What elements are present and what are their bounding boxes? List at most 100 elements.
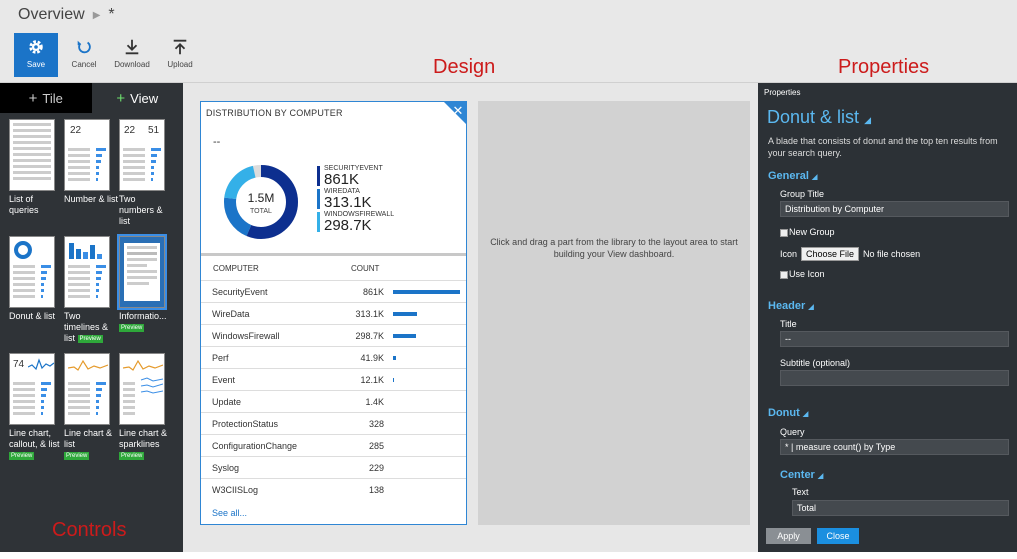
use-icon-checkbox[interactable]: Use Icon <box>780 269 825 279</box>
tile-label: Line chart, callout, & list Preview <box>9 428 60 460</box>
section-general[interactable]: General ◢ <box>768 170 818 182</box>
table-header: COMPUTER COUNT <box>213 264 463 273</box>
preview-badge: Preview <box>119 451 145 460</box>
row-count: 229 <box>368 462 384 473</box>
tile-line-chart-callout-list[interactable]: 74 Line chart, callout, & list Preview <box>9 353 64 464</box>
legend-value: 861K <box>324 171 360 188</box>
row-count: 298.7K <box>355 330 384 341</box>
tab-view-label: View <box>130 90 159 106</box>
tile-line-chart-and-list[interactable]: Line chart & list Preview <box>64 353 119 464</box>
bar-chart-icon <box>69 243 102 259</box>
cancel-button[interactable]: Cancel <box>62 33 106 77</box>
table-row[interactable]: SecurityEvent 861K <box>201 280 466 302</box>
upload-icon <box>173 39 187 55</box>
upload-label: Upload <box>167 60 193 69</box>
subtitle-label: Subtitle (optional) <box>780 358 851 368</box>
caret-icon: ◢ <box>802 411 809 418</box>
section-header[interactable]: Header ◢ <box>768 300 814 312</box>
upload-button[interactable]: Upload <box>158 33 202 77</box>
tile-number: 22 <box>124 125 136 136</box>
table-row[interactable]: WindowsFirewall 298.7K <box>201 324 466 346</box>
header-title-field[interactable]: -- <box>780 331 1009 347</box>
section-donut[interactable]: Donut ◢ <box>768 407 809 419</box>
design-label: Design <box>433 56 496 78</box>
tile-thumbnail <box>9 119 55 191</box>
tile-label: Number & list <box>64 194 119 204</box>
row-computer-name: SecurityEvent <box>212 286 268 297</box>
subtitle-field[interactable] <box>780 370 1009 386</box>
row-count: 285 <box>368 440 384 451</box>
apply-button[interactable]: Apply <box>766 528 811 544</box>
tab-tile[interactable]: + Tile <box>0 83 92 113</box>
tile-label: Two numbers & list <box>119 194 163 226</box>
caret-icon: ◢ <box>808 304 814 311</box>
caret-icon: ◢ <box>812 174 818 181</box>
table-row[interactable]: Syslog 229 <box>201 456 466 478</box>
tile-line-chart-and-sparklines[interactable]: Line chart & sparklines Preview <box>119 353 174 464</box>
row-computer-name: Perf <box>212 352 229 363</box>
no-file-text: No file chosen <box>863 249 921 259</box>
icon-row: Icon Choose File No file chosen <box>780 247 920 261</box>
table-row[interactable]: Update 1.4K <box>201 390 466 412</box>
row-count-bar <box>393 377 394 382</box>
tile-number-and-list[interactable]: 22 Number & list <box>64 119 119 230</box>
row-count: 41.9K <box>360 352 384 363</box>
save-button[interactable]: Save <box>14 33 58 77</box>
plus-icon: + <box>116 89 126 107</box>
row-computer-name: WindowsFirewall <box>212 330 280 341</box>
table-row[interactable]: Perf 41.9K <box>201 346 466 368</box>
close-icon[interactable]: ✕ <box>444 102 466 124</box>
preview-badge: Preview <box>64 451 90 460</box>
row-count: 1.4K <box>365 396 384 407</box>
tile-list-of-queries[interactable]: List of queries <box>9 119 64 230</box>
table-row[interactable]: ConfigurationChange 285 <box>201 434 466 456</box>
row-computer-name: W3CIISLog <box>212 484 259 495</box>
caret-icon: ◢ <box>864 115 871 125</box>
tile-two-timelines-and-list[interactable]: Two timelines & list Preview <box>64 236 119 347</box>
table-row[interactable]: Event 12.1K <box>201 368 466 390</box>
table-row[interactable]: WireData 313.1K <box>201 302 466 324</box>
table-row[interactable]: W3CIISLog 138 <box>201 478 466 500</box>
donut-segment <box>224 165 298 239</box>
tile-thumbnail: 22 <box>64 119 110 191</box>
section-center[interactable]: Center ◢ <box>780 469 824 481</box>
card-title: DISTRIBUTION BY COMPUTER <box>206 108 343 118</box>
tile-donut-and-list[interactable]: Donut & list <box>9 236 64 347</box>
see-all-link[interactable]: See all... <box>212 508 248 518</box>
breadcrumb-overview[interactable]: Overview <box>18 6 85 23</box>
caret-icon: ◢ <box>817 473 824 480</box>
choose-file-button[interactable]: Choose File <box>801 247 860 261</box>
group-title-field[interactable]: Distribution by Computer <box>780 201 1009 217</box>
controls-panel: + Tile + View List of queries 22 Number & … <box>0 83 183 552</box>
donut-icon <box>14 241 32 259</box>
tile-gallery: List of queries 22 Number & list 22 51 T… <box>9 119 174 464</box>
toolbar: Save Cancel Download Upload <box>14 33 202 77</box>
properties-header: Properties <box>764 88 801 97</box>
tab-view[interactable]: + View <box>92 83 184 113</box>
controls-label: Controls <box>52 519 127 541</box>
icon-label: Icon <box>780 249 798 259</box>
donut-list-card[interactable]: ✕ DISTRIBUTION BY COMPUTER -- 1.5M TOTAL… <box>200 101 467 525</box>
design-canvas: ✕ DISTRIBUTION BY COMPUTER -- 1.5M TOTAL… <box>183 83 758 552</box>
new-group-checkbox[interactable]: New Group <box>780 227 835 237</box>
tile-two-numbers-and-list[interactable]: 22 51 Two numbers & list <box>119 119 174 230</box>
row-computer-name: ProtectionStatus <box>212 418 279 429</box>
tile-label: List of queries <box>9 194 39 215</box>
close-button[interactable]: Close <box>817 528 859 544</box>
center-text-field[interactable]: Total <box>792 500 1009 516</box>
tile-number: 22 <box>70 125 82 136</box>
properties-panel: Properties Donut & list ◢ A blade that c… <box>758 83 1017 552</box>
legend-item: SECURITYEVENT 861K <box>317 165 394 187</box>
tile-thumbnail <box>64 236 110 308</box>
breadcrumb: Overview ▶ * <box>18 6 115 24</box>
tile-information[interactable]: Informatio... Preview <box>117 234 174 347</box>
table-row[interactable]: ProtectionStatus 328 <box>201 412 466 434</box>
sparklines-icon <box>123 359 163 394</box>
tile-label: Two timelines & list Preview <box>64 311 109 343</box>
download-button[interactable]: Download <box>110 33 154 77</box>
save-label: Save <box>26 60 46 69</box>
query-field[interactable]: * | measure count() by Type <box>780 439 1009 455</box>
layout-drop-zone[interactable]: Click and drag a part from the library t… <box>478 101 750 525</box>
card-divider <box>201 253 466 256</box>
row-computer-name: Syslog <box>212 462 240 473</box>
